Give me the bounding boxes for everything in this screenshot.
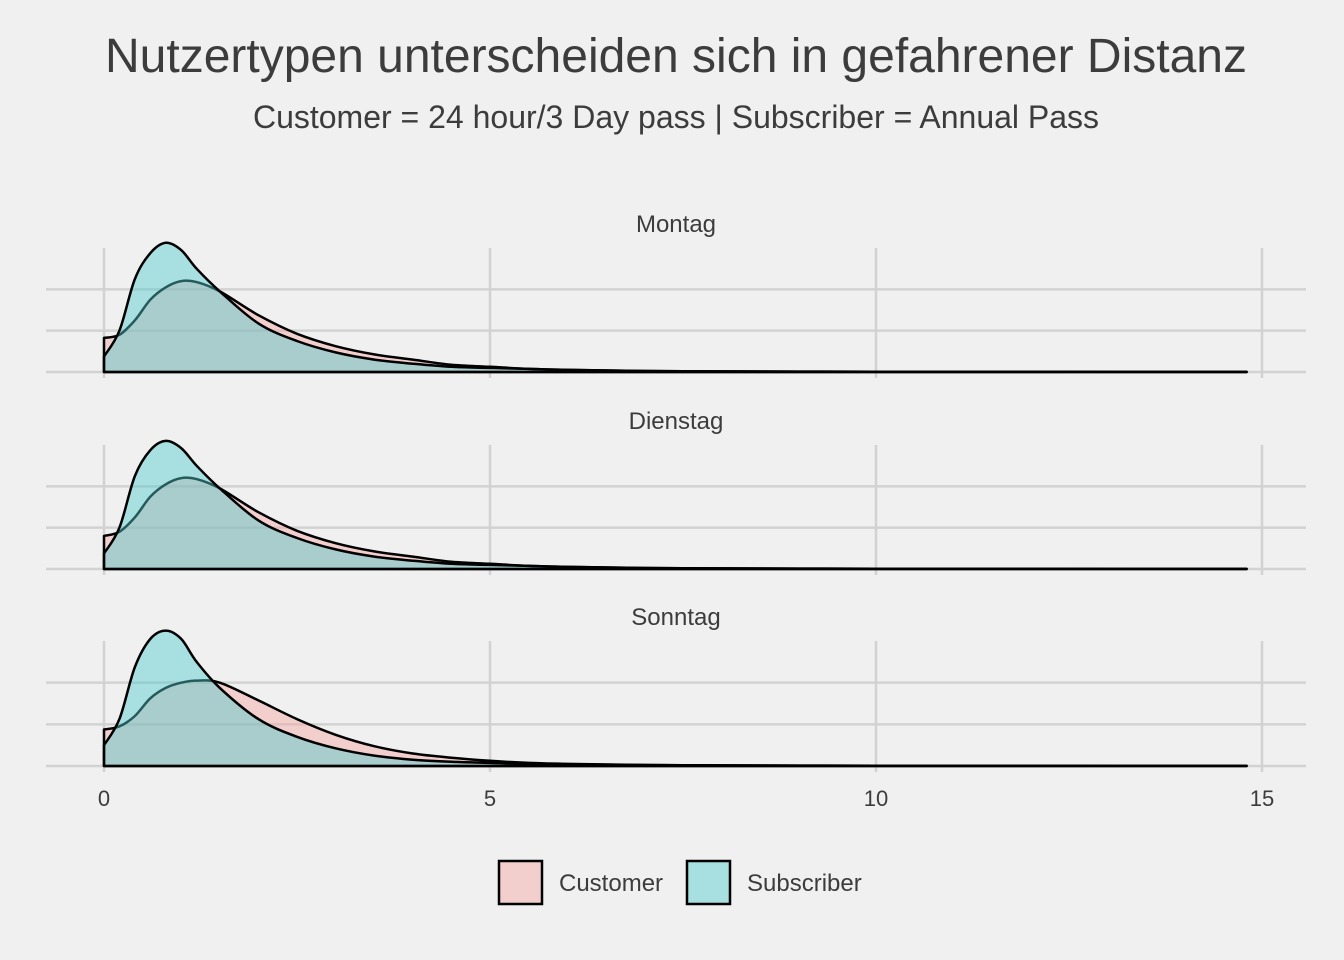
x-tick-label: 0 — [98, 786, 110, 811]
chart-subtitle: Customer = 24 hour/3 Day pass | Subscrib… — [253, 99, 1099, 135]
x-axis-ticks: 0 5 10 15 — [98, 786, 1274, 811]
facet-label: Sonntag — [631, 604, 720, 631]
facet-panels: Montag Dienstag Sonntag — [46, 211, 1306, 772]
legend-label-customer: Customer — [559, 870, 663, 897]
x-tick-label: 10 — [864, 786, 888, 811]
facet-sonntag: Sonntag — [46, 604, 1306, 772]
legend-swatch-subscriber — [685, 859, 732, 906]
legend-swatch-customer — [497, 859, 544, 906]
facet-dienstag: Dienstag — [46, 408, 1306, 575]
x-tick-label: 15 — [1250, 786, 1274, 811]
density-subscriber — [102, 629, 1248, 768]
density-subscriber — [102, 241, 1248, 374]
x-tick-label: 5 — [484, 786, 496, 811]
legend-label-subscriber: Subscriber — [747, 870, 862, 897]
facet-label: Dienstag — [629, 408, 724, 435]
facet-label: Montag — [636, 211, 716, 238]
chart-title: Nutzertypen unterscheiden sich in gefahr… — [105, 30, 1247, 83]
facet-montag: Montag — [46, 211, 1306, 378]
density-subscriber — [102, 439, 1248, 571]
legend: Customer Subscriber — [497, 859, 862, 906]
